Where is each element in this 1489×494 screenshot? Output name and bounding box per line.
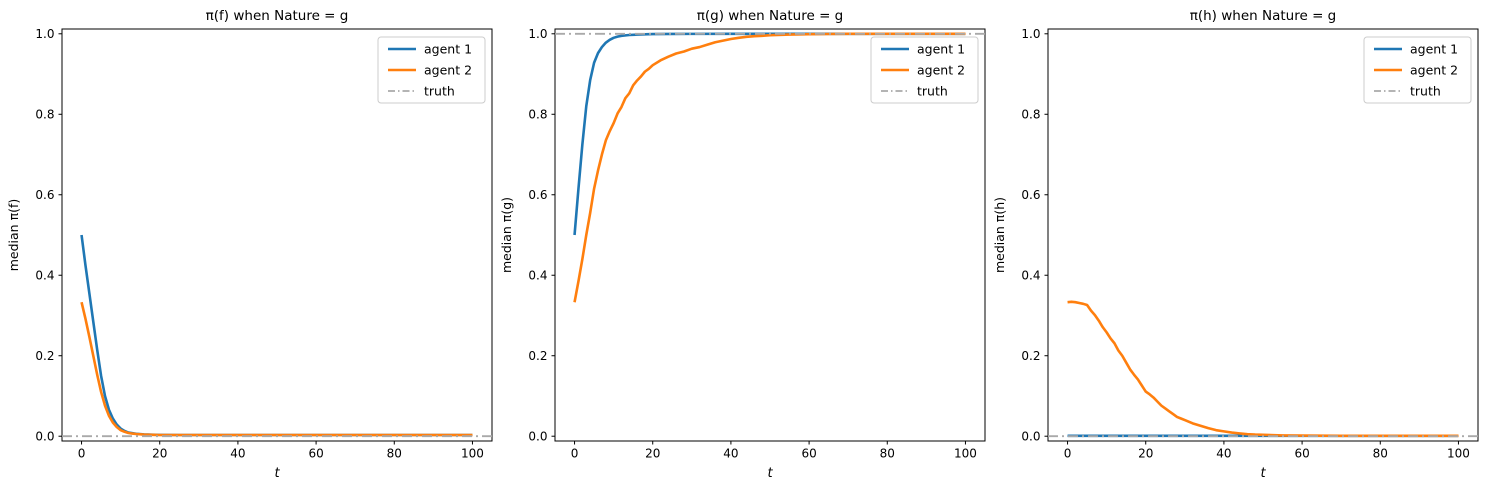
y-tick-label: 0.4 (1021, 269, 1040, 283)
y-tick-label: 0.0 (35, 430, 54, 444)
x-axis-label: t (1260, 466, 1266, 481)
legend-label: agent 2 (917, 62, 965, 77)
legend-label: agent 1 (424, 41, 472, 56)
legend-box (377, 36, 486, 104)
legend-label: truth (424, 83, 455, 98)
y-tick-label: 0.0 (528, 430, 547, 444)
y-tick-label: 0.2 (35, 349, 54, 363)
x-tick-label: 100 (1447, 447, 1470, 461)
x-tick-label: 40 (230, 447, 245, 461)
legend-box (1363, 36, 1472, 104)
subplot-3: 0 20 40 60 80 100 0.0 0.2 0.4 0.6 0.8 1.0 π(h) when … (992, 8, 1479, 481)
x-axis-label: t (767, 466, 773, 481)
x-tick-label: 20 (1138, 447, 1153, 461)
axes-border (554, 28, 986, 442)
x-tick-label: 20 (152, 447, 167, 461)
x-tick-label: 80 (1373, 447, 1388, 461)
x-tick-label: 40 (1216, 447, 1231, 461)
curve-agent-2 (573, 32, 966, 303)
y-tick-label: 0.8 (35, 108, 54, 122)
x-tick-label: 0 (78, 447, 86, 461)
legend: agent 1 agent 2 truth (377, 36, 486, 104)
legend: agent 1 agent 2 truth (1363, 36, 1472, 104)
plot-title: π(h) when Nature = g (1190, 8, 1337, 24)
y-tick-label: 1.0 (528, 27, 547, 41)
x-tick-label: 40 (723, 447, 738, 461)
legend-label: agent 1 (1410, 41, 1458, 56)
y-tick-label: 0.2 (1021, 349, 1040, 363)
x-tick-label: 0 (1064, 447, 1072, 461)
y-tick-label: 0.4 (35, 269, 54, 283)
legend-label: truth (1410, 83, 1441, 98)
legend-box (870, 36, 979, 104)
x-tick-label: 60 (308, 447, 323, 461)
legend-label: agent 2 (424, 62, 472, 77)
axes-border (61, 28, 493, 442)
x-tick-label: 60 (1294, 447, 1309, 461)
y-tick-label: 0.4 (528, 269, 547, 283)
y-tick-label: 0.0 (1021, 430, 1040, 444)
y-axis-label: median π(g) (499, 197, 514, 273)
legend-label: agent 1 (917, 41, 965, 56)
y-axis-label: median π(h) (992, 197, 1007, 273)
x-tick-label: 80 (387, 447, 402, 461)
x-tick-label: 0 (571, 447, 579, 461)
x-axis-label: t (274, 466, 280, 481)
x-tick-label: 20 (645, 447, 660, 461)
y-tick-label: 0.8 (528, 108, 547, 122)
curve-agent-2 (80, 301, 473, 437)
curve-agent-2 (1067, 300, 1459, 438)
y-tick-label: 0.6 (1021, 188, 1040, 202)
curve-agent-1 (80, 234, 473, 437)
subplot-1: 0 20 40 60 80 100 0.0 0.2 0.4 0.6 0.8 1.0 π(f) when … (6, 8, 493, 481)
legend-label: agent 2 (1410, 62, 1458, 77)
y-tick-label: 0.6 (528, 188, 547, 202)
plot-title: π(f) when Nature = g (206, 8, 349, 24)
legend-label: truth (917, 83, 948, 98)
x-tick-label: 100 (954, 447, 977, 461)
y-tick-label: 1.0 (35, 27, 54, 41)
plot-title: π(g) when Nature = g (697, 8, 844, 24)
y-axis-label: median π(f) (6, 199, 21, 272)
x-tick-label: 100 (461, 447, 484, 461)
x-tick-label: 60 (801, 447, 816, 461)
legend: agent 1 agent 2 truth (870, 36, 979, 104)
subplot-2: 0 20 40 60 80 100 0.0 0.2 0.4 0.6 0.8 1.0 π(g) when … (499, 8, 986, 481)
y-tick-label: 0.2 (528, 349, 547, 363)
y-tick-label: 0.8 (1021, 108, 1040, 122)
x-tick-label: 80 (880, 447, 895, 461)
y-tick-label: 0.6 (35, 188, 54, 202)
y-tick-label: 1.0 (1021, 27, 1040, 41)
axes-border (1047, 28, 1479, 442)
